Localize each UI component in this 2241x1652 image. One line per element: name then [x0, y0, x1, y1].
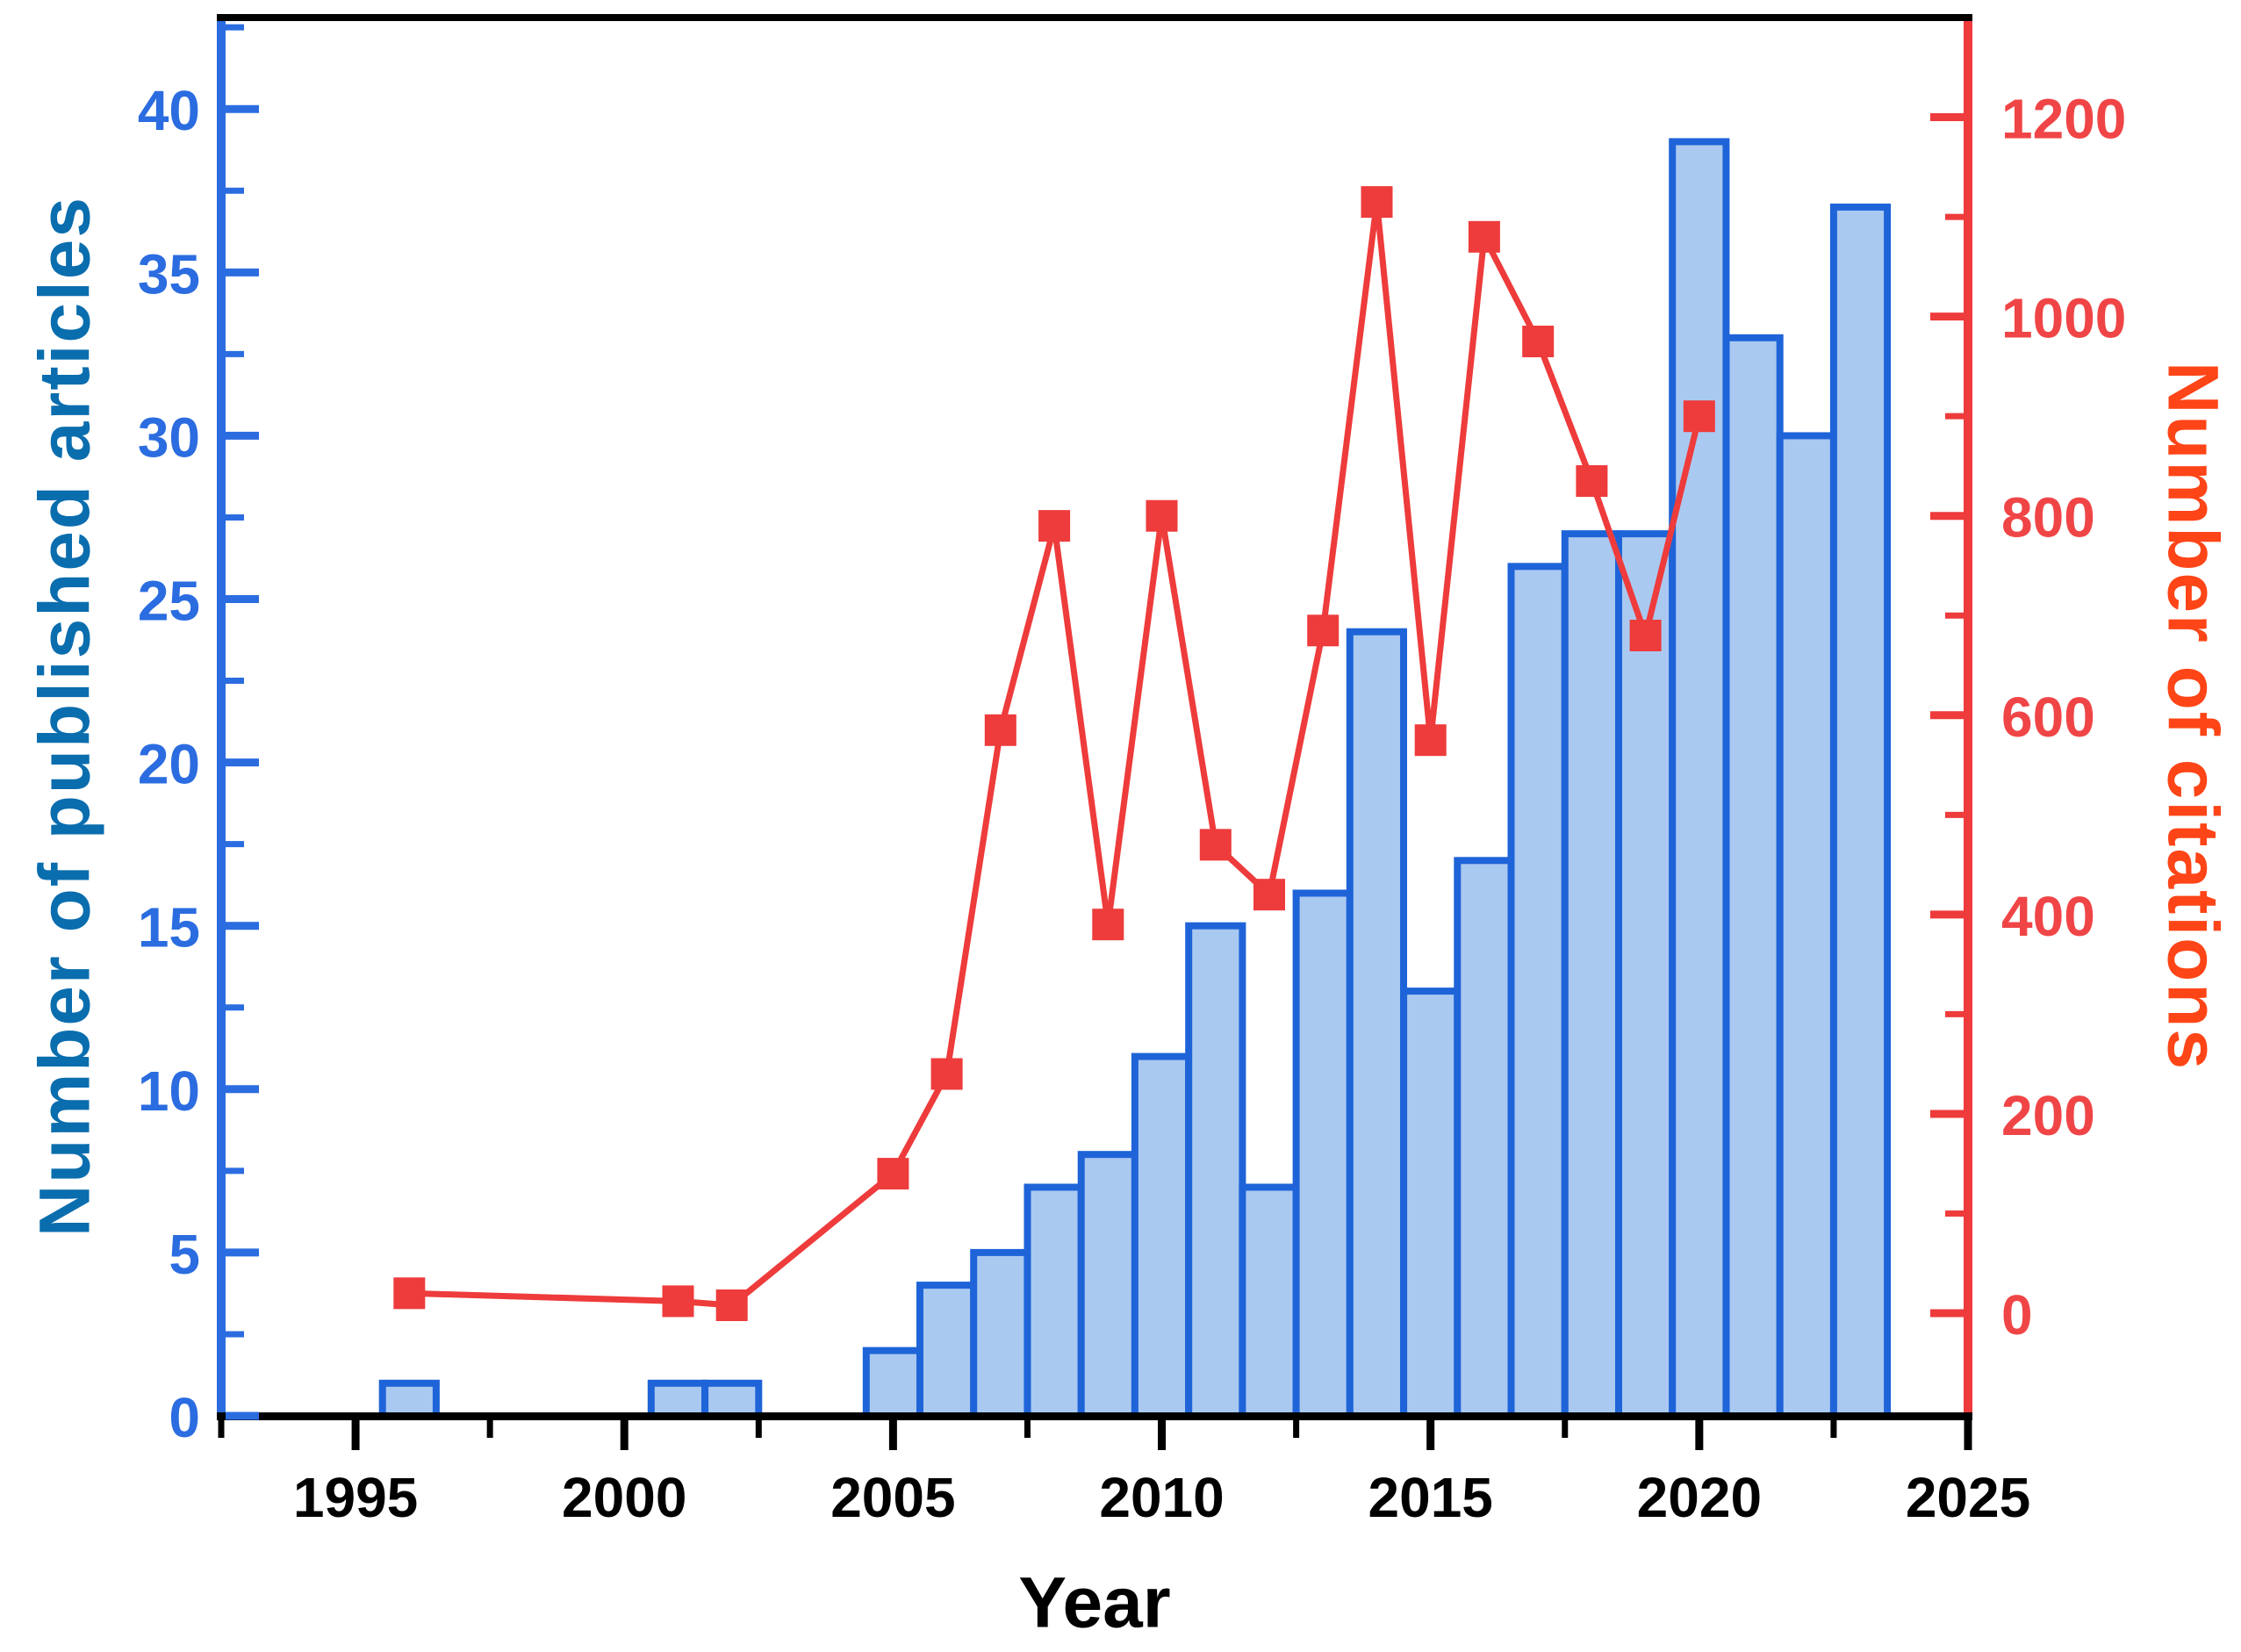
citations-marker-2015 [1414, 724, 1447, 757]
left-tick-label-40: 40 [138, 79, 200, 142]
bar-2005 [862, 1347, 923, 1419]
top-spine [217, 14, 1972, 21]
citations-line-layer [393, 186, 1715, 1321]
right-tick-label-1200: 1200 [2001, 88, 2126, 151]
bar-2007 [970, 1248, 1031, 1420]
bar-2013 [1292, 889, 1354, 1419]
bar-2001 [647, 1379, 708, 1420]
x-tick-label-2020: 2020 [1637, 1466, 1762, 1529]
bar-2017 [1507, 563, 1569, 1419]
citations-marker-2005 [877, 1158, 909, 1190]
left-tick-label-30: 30 [138, 406, 200, 469]
bar-2014 [1346, 628, 1408, 1419]
bar-2021 [1722, 334, 1784, 1419]
bar-2019 [1615, 530, 1677, 1419]
bar-2008 [1024, 1183, 1085, 1419]
right-tick-label-800: 800 [2001, 486, 2095, 549]
bar-2015 [1400, 988, 1462, 1419]
bars-layer [378, 138, 1892, 1420]
bar-2011 [1185, 922, 1246, 1419]
citations-marker-2018 [1576, 465, 1608, 497]
bar-2016 [1454, 857, 1515, 1419]
bar-2010 [1131, 1052, 1193, 1419]
x-tick-label-2015: 2015 [1368, 1466, 1493, 1529]
right-tick-label-400: 400 [2001, 885, 2095, 948]
citations-marker-2016 [1468, 220, 1500, 253]
right-tick-label-200: 200 [2001, 1084, 2095, 1147]
bar-2023 [1829, 203, 1892, 1419]
citations-marker-2012 [1253, 879, 1285, 911]
bar-1996 [378, 1379, 440, 1420]
bar-2018 [1561, 530, 1623, 1419]
tick-labels-layer: 0510152025303540020040060080010001200199… [138, 79, 2127, 1529]
left-tick-label-25: 25 [138, 570, 200, 633]
x-tick-label-2000: 2000 [562, 1466, 686, 1529]
x-tick-label-1995: 1995 [293, 1466, 418, 1529]
citations-marker-2011 [1199, 829, 1232, 861]
right-axis-title: Number of citations [2153, 362, 2233, 1071]
citations-marker-2002 [715, 1289, 748, 1321]
x-tick-label-2025: 2025 [1906, 1466, 2030, 1529]
right-spine [1964, 18, 1972, 1420]
bar-2020 [1669, 138, 1730, 1419]
left-spine [217, 18, 226, 1420]
x-tick-label-2010: 2010 [1099, 1466, 1224, 1529]
citations-marker-2020 [1683, 400, 1715, 433]
bar-2002 [701, 1379, 763, 1420]
citations-marker-2013 [1307, 614, 1340, 647]
citations-marker-1996 [393, 1277, 426, 1310]
x-tick-label-2005: 2005 [830, 1466, 955, 1529]
left-tick-label-35: 35 [138, 242, 200, 305]
citations-marker-2010 [1146, 499, 1178, 532]
right-tick-label-600: 600 [2001, 686, 2095, 749]
bar-2012 [1239, 1183, 1300, 1419]
left-tick-label-5: 5 [169, 1223, 200, 1286]
left-tick-label-0: 0 [169, 1386, 200, 1449]
citations-marker-2009 [1092, 909, 1124, 941]
citations-marker-2008 [1038, 510, 1071, 542]
citations-marker-2001 [662, 1285, 694, 1318]
left-tick-label-15: 15 [138, 896, 200, 959]
citations-marker-2017 [1522, 326, 1555, 357]
left-tick-label-10: 10 [138, 1059, 200, 1123]
right-tick-label-1000: 1000 [2001, 287, 2126, 350]
citations-marker-2006 [930, 1058, 963, 1090]
bottom-spine [217, 1412, 1972, 1420]
ticks-layer [218, 24, 1972, 1450]
left-tick-label-20: 20 [138, 733, 200, 796]
x-axis-title: Year [1018, 1563, 1170, 1643]
bar-2009 [1077, 1151, 1138, 1419]
axes-layer [217, 14, 1972, 1420]
right-tick-label-0: 0 [2001, 1283, 2033, 1347]
bar-2006 [916, 1282, 978, 1419]
citations-marker-2014 [1361, 186, 1393, 219]
left-axis-title: Number of published articles [25, 196, 105, 1237]
bar-2022 [1776, 432, 1837, 1419]
citations-marker-2019 [1629, 620, 1662, 651]
citations-marker-2007 [984, 714, 1016, 746]
